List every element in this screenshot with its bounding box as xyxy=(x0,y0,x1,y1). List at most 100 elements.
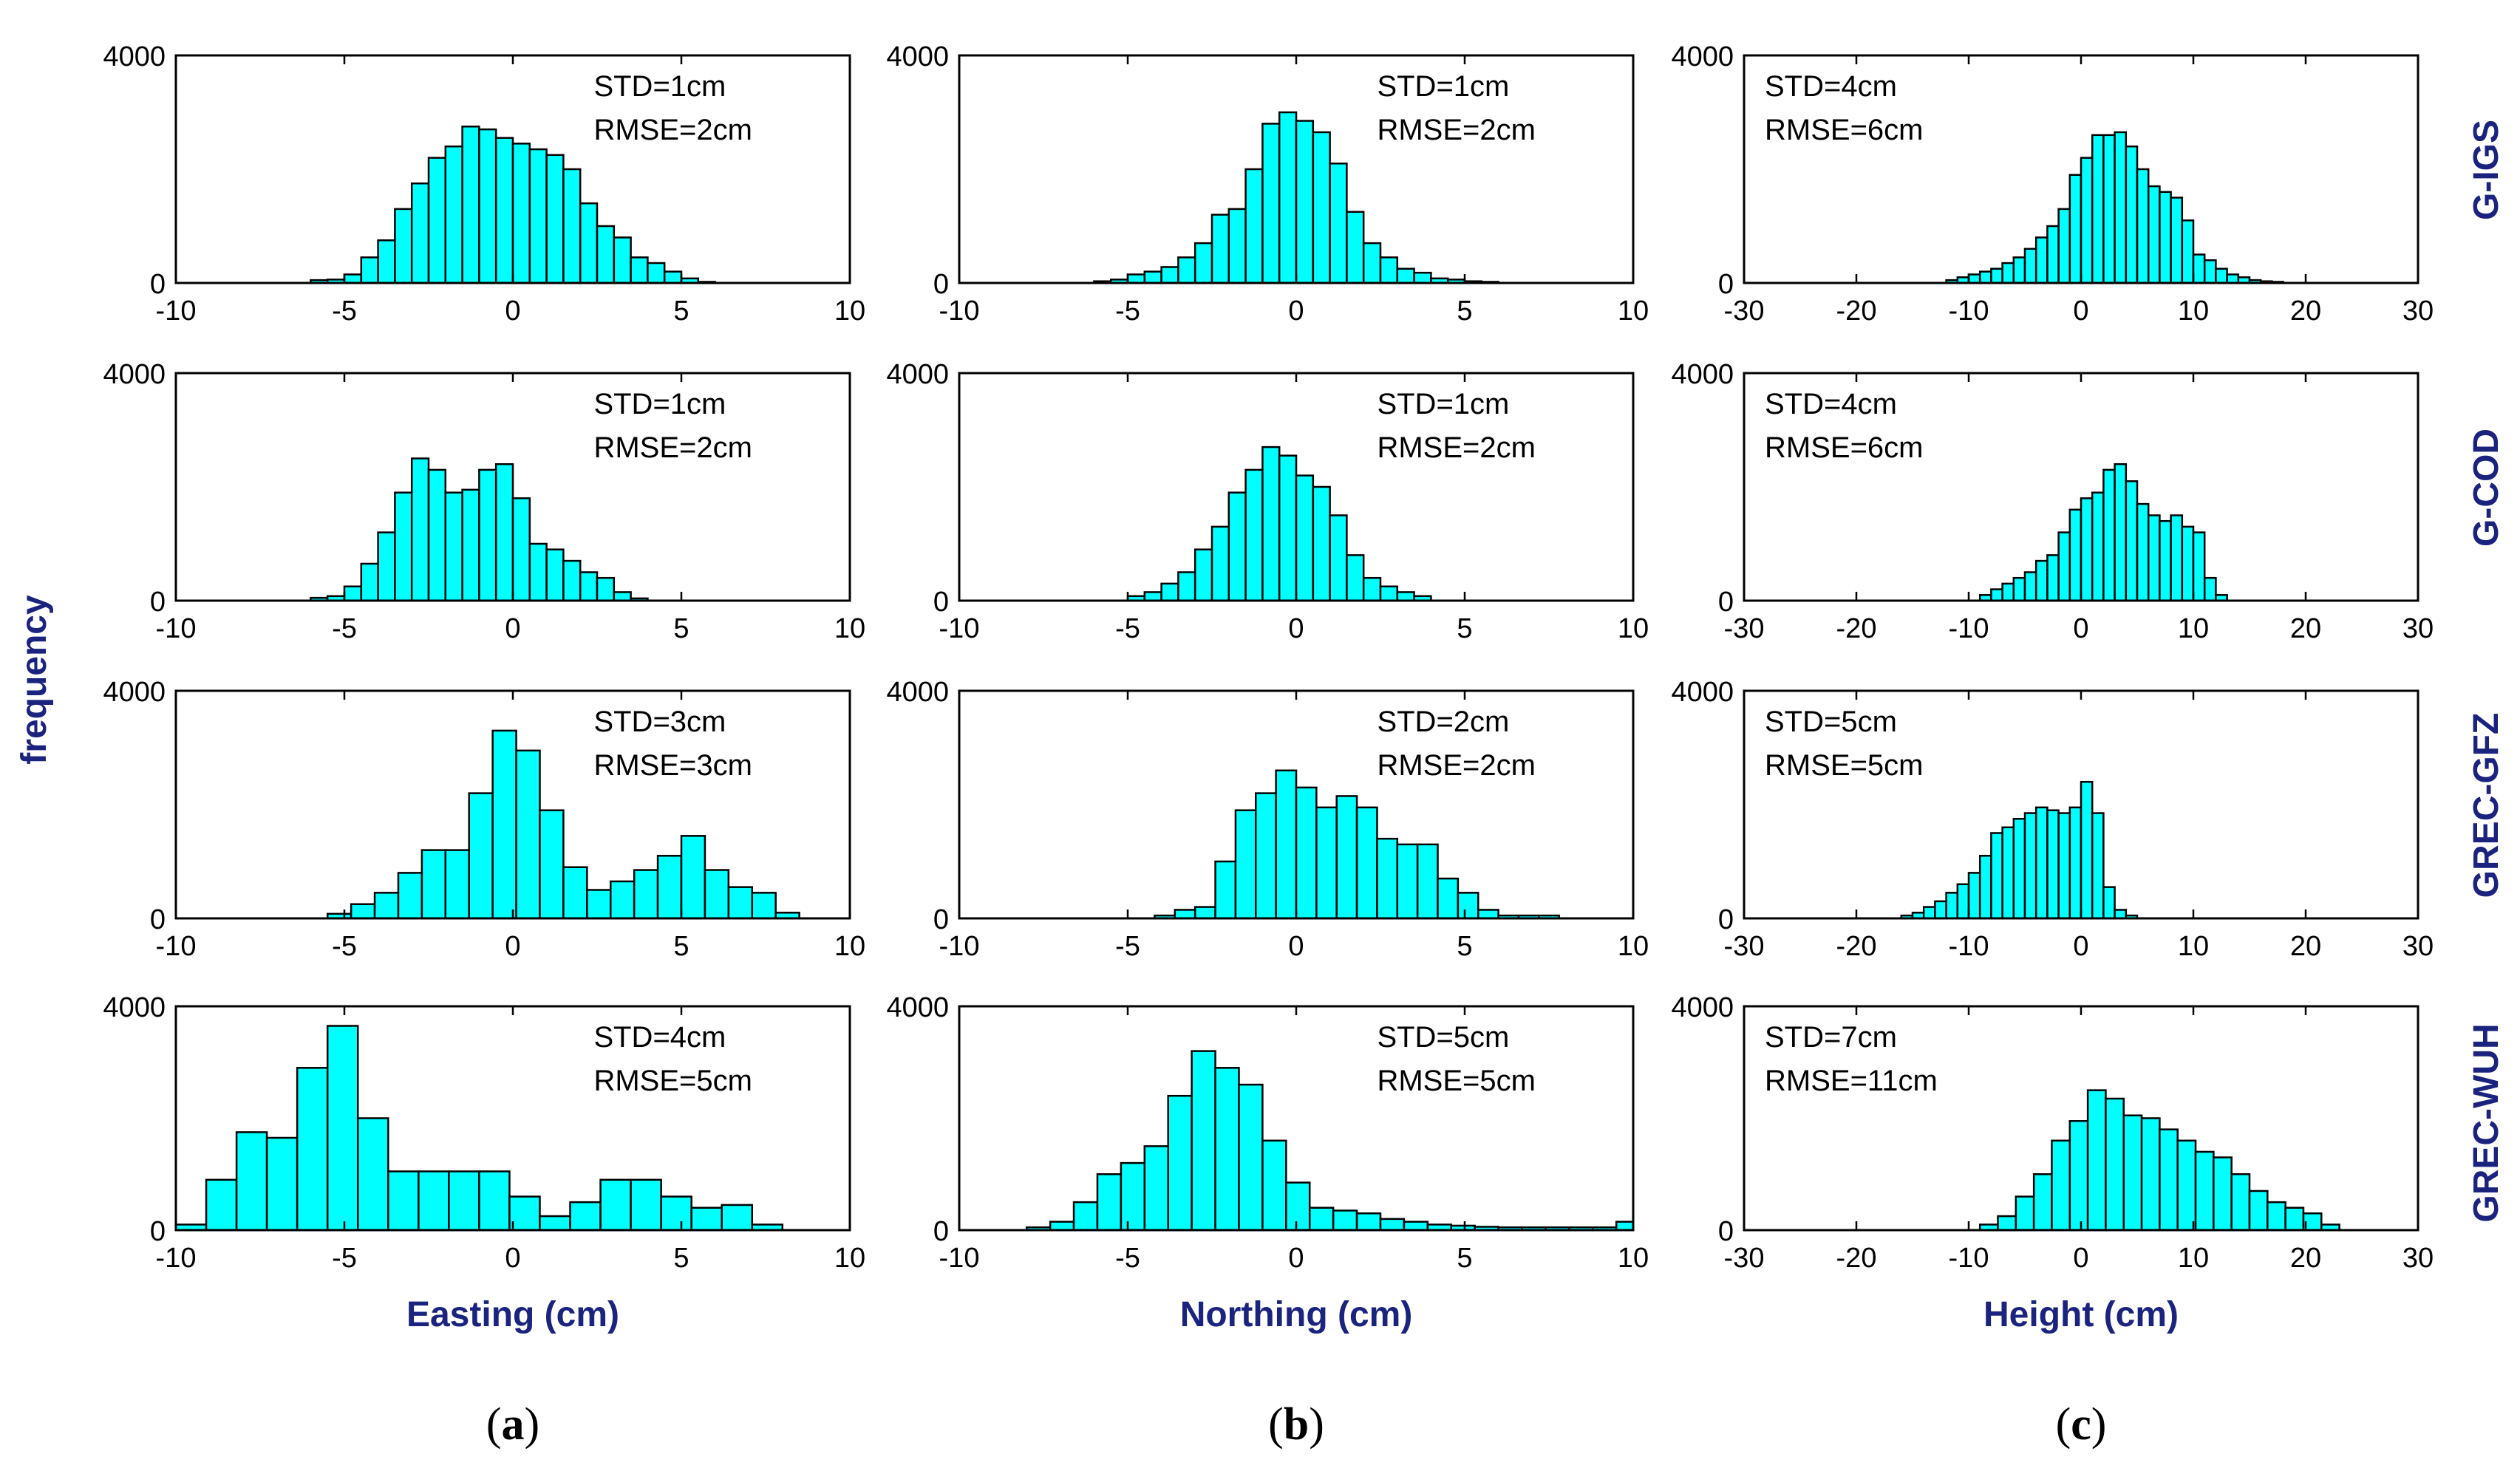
histogram-bar xyxy=(2046,554,2060,602)
std-annotation: STD=4cm xyxy=(1765,388,1897,420)
histogram-bar xyxy=(562,866,588,920)
histogram-bar xyxy=(397,872,423,920)
histogram-panels: -10 -5 0 5 10 0 4000 STD=1cm RMSE=2cm -10 -5 0 5 10 0 4… xyxy=(103,41,2434,1274)
histogram-bar xyxy=(2051,1139,2071,1232)
rmse-annotation: RMSE=2cm xyxy=(1377,431,1536,464)
histogram-bar xyxy=(478,1170,511,1232)
histogram-bar xyxy=(528,542,548,602)
x-tick-label: -10 xyxy=(156,931,197,962)
histogram-bar xyxy=(1396,267,1415,284)
x-tick-label: -10 xyxy=(1949,296,1989,327)
histogram-bar xyxy=(2001,262,2015,284)
y-tick-label: 4000 xyxy=(886,677,949,708)
histogram-bar xyxy=(663,270,683,284)
histogram-bar xyxy=(2068,508,2083,602)
histogram-bar xyxy=(2023,571,2037,602)
y-tick-label: 0 xyxy=(150,269,166,300)
histogram-bar xyxy=(2125,145,2139,284)
histogram-bar xyxy=(1416,843,1439,920)
histogram-bar xyxy=(1396,591,1415,602)
histogram-g-cod-height: -30 -20 -10 0 10 20 30 0 4000 STD=4cm RMSE=6cm xyxy=(1671,359,2434,644)
histogram-bar xyxy=(1379,585,1399,602)
histogram-bar xyxy=(461,488,480,602)
histogram-bar xyxy=(586,889,612,920)
x-tick-label: -30 xyxy=(1724,296,1765,327)
histogram-bar xyxy=(1295,474,1315,602)
histogram-bar xyxy=(1355,806,1378,920)
histogram-bar xyxy=(2023,812,2037,920)
histogram-bar xyxy=(1261,123,1281,284)
histogram-bar xyxy=(2023,248,2037,284)
std-annotation: STD=5cm xyxy=(1377,1021,1509,1054)
panel-label-a: (a) xyxy=(486,1399,539,1450)
histogram-bar xyxy=(1335,795,1358,920)
histogram-bar xyxy=(265,1136,299,1232)
histogram-bar xyxy=(1379,1218,1406,1232)
x-tick-label: 20 xyxy=(2290,931,2321,962)
histogram-bar xyxy=(326,1025,359,1232)
histogram-g-igs-easting: -10 -5 0 5 10 0 4000 STD=1cm RMSE=2cm xyxy=(103,41,865,327)
histogram-bar xyxy=(609,880,636,920)
histogram-bar xyxy=(2122,1114,2143,1232)
x-tick-label: 10 xyxy=(2178,296,2209,327)
histogram-bar xyxy=(1285,1181,1311,1232)
histogram-bar xyxy=(420,849,447,920)
histogram-bar xyxy=(562,168,582,284)
x-axis-label-easting: Easting (cm) xyxy=(406,1295,619,1334)
x-tick-label: 10 xyxy=(1618,613,1649,644)
histogram-bar xyxy=(1990,832,2003,920)
histogram-bar xyxy=(680,835,706,920)
std-annotation: STD=1cm xyxy=(593,70,726,103)
rmse-annotation: RMSE=6cm xyxy=(1765,114,1924,146)
histogram-bar xyxy=(1403,1221,1429,1232)
histogram-bar xyxy=(1990,267,2003,284)
histogram-bar xyxy=(2176,1139,2197,1232)
histogram-bar xyxy=(1238,1083,1264,1232)
y-tick-label: 0 xyxy=(933,269,949,300)
histogram-grec-wuh-easting: -10 -5 0 5 10 0 4000 STD=4cm RMSE=5cm xyxy=(103,992,865,1274)
y-tick-label: 0 xyxy=(1718,587,1734,618)
rmse-annotation: RMSE=3cm xyxy=(593,749,752,782)
x-tick-label: -10 xyxy=(1949,1243,1989,1274)
histogram-bar xyxy=(394,491,413,602)
x-tick-label: 0 xyxy=(2073,296,2088,327)
histogram-bar xyxy=(1275,769,1298,920)
histogram-bar xyxy=(2170,514,2184,602)
histogram-bar xyxy=(1934,900,1947,920)
histogram-bar xyxy=(1329,163,1348,284)
histogram-bar xyxy=(1049,1221,1075,1232)
y-tick-label: 4000 xyxy=(886,359,949,390)
rmse-annotation: RMSE=5cm xyxy=(1377,1065,1536,1097)
x-tick-label: 20 xyxy=(2290,1243,2321,1274)
y-tick-label: 0 xyxy=(933,1216,949,1247)
histogram-bar xyxy=(1210,525,1230,602)
y-tick-label: 4000 xyxy=(1671,992,1734,1023)
histogram-bar xyxy=(1261,1139,1287,1232)
histogram-bar xyxy=(596,225,616,284)
x-tick-label: 30 xyxy=(2402,1243,2434,1274)
histogram-bar xyxy=(2203,259,2217,284)
x-tick-label: -10 xyxy=(939,613,980,644)
y-tick-label: 0 xyxy=(150,904,166,935)
x-tick-label: 0 xyxy=(1288,613,1304,644)
x-tick-label: -5 xyxy=(1115,613,1140,644)
histogram-bar xyxy=(1160,582,1179,602)
x-tick-label: -5 xyxy=(332,613,357,644)
y-tick-label: 0 xyxy=(150,587,166,618)
histogram-bar xyxy=(2114,909,2128,920)
x-tick-label: 20 xyxy=(2290,296,2321,327)
histogram-bar xyxy=(2136,168,2150,284)
histogram-bar xyxy=(491,729,517,920)
x-tick-label: 5 xyxy=(1457,296,1472,327)
histogram-bar xyxy=(2159,191,2172,284)
histogram-bar xyxy=(721,1204,754,1232)
x-tick-label: 30 xyxy=(2402,296,2434,327)
std-annotation: STD=4cm xyxy=(1765,70,1897,103)
histogram-bar xyxy=(427,157,447,284)
histogram-bar xyxy=(2015,1195,2035,1232)
histogram-bar xyxy=(1956,883,1970,920)
x-tick-label: 5 xyxy=(1457,613,1472,644)
histogram-bar xyxy=(494,137,514,284)
histogram-bar xyxy=(2012,818,2026,920)
histogram-bar xyxy=(1967,872,1981,920)
